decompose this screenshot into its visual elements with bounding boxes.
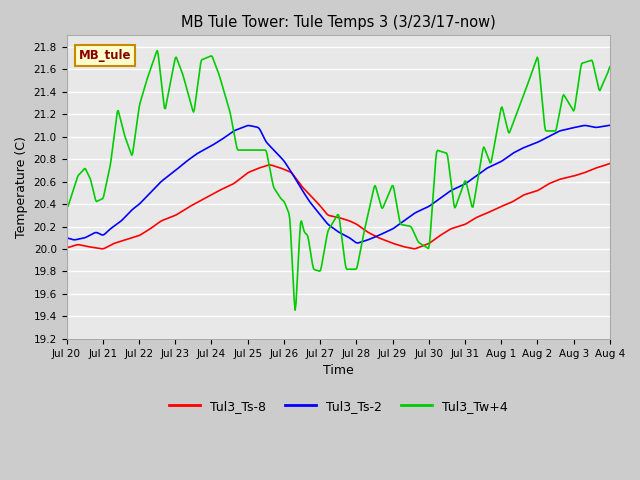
Text: MB_tule: MB_tule — [79, 49, 131, 62]
Title: MB Tule Tower: Tule Temps 3 (3/23/17-now): MB Tule Tower: Tule Temps 3 (3/23/17-now… — [181, 15, 495, 30]
Legend: Tul3_Ts-8, Tul3_Ts-2, Tul3_Tw+4: Tul3_Ts-8, Tul3_Ts-2, Tul3_Tw+4 — [164, 395, 513, 418]
Y-axis label: Temperature (C): Temperature (C) — [15, 136, 28, 238]
X-axis label: Time: Time — [323, 364, 353, 377]
